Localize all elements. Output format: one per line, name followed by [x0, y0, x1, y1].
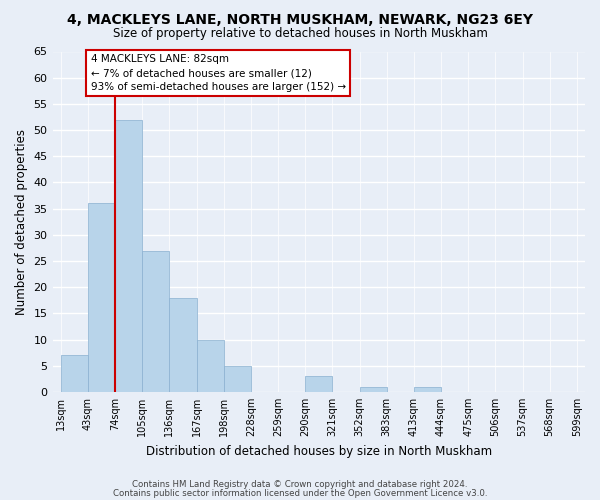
Text: 4 MACKLEYS LANE: 82sqm
← 7% of detached houses are smaller (12)
93% of semi-deta: 4 MACKLEYS LANE: 82sqm ← 7% of detached …	[91, 54, 346, 92]
Text: 4, MACKLEYS LANE, NORTH MUSKHAM, NEWARK, NG23 6EY: 4, MACKLEYS LANE, NORTH MUSKHAM, NEWARK,…	[67, 12, 533, 26]
Bar	[142, 250, 169, 392]
Bar	[197, 340, 224, 392]
Bar	[359, 386, 386, 392]
Y-axis label: Number of detached properties: Number of detached properties	[15, 128, 28, 314]
Text: Size of property relative to detached houses in North Muskham: Size of property relative to detached ho…	[113, 28, 487, 40]
X-axis label: Distribution of detached houses by size in North Muskham: Distribution of detached houses by size …	[146, 444, 492, 458]
Bar	[414, 386, 441, 392]
Bar	[305, 376, 332, 392]
Bar	[169, 298, 197, 392]
Bar	[224, 366, 251, 392]
Bar	[115, 120, 142, 392]
Text: Contains public sector information licensed under the Open Government Licence v3: Contains public sector information licen…	[113, 488, 487, 498]
Text: Contains HM Land Registry data © Crown copyright and database right 2024.: Contains HM Land Registry data © Crown c…	[132, 480, 468, 489]
Bar	[61, 356, 88, 392]
Bar	[88, 204, 115, 392]
